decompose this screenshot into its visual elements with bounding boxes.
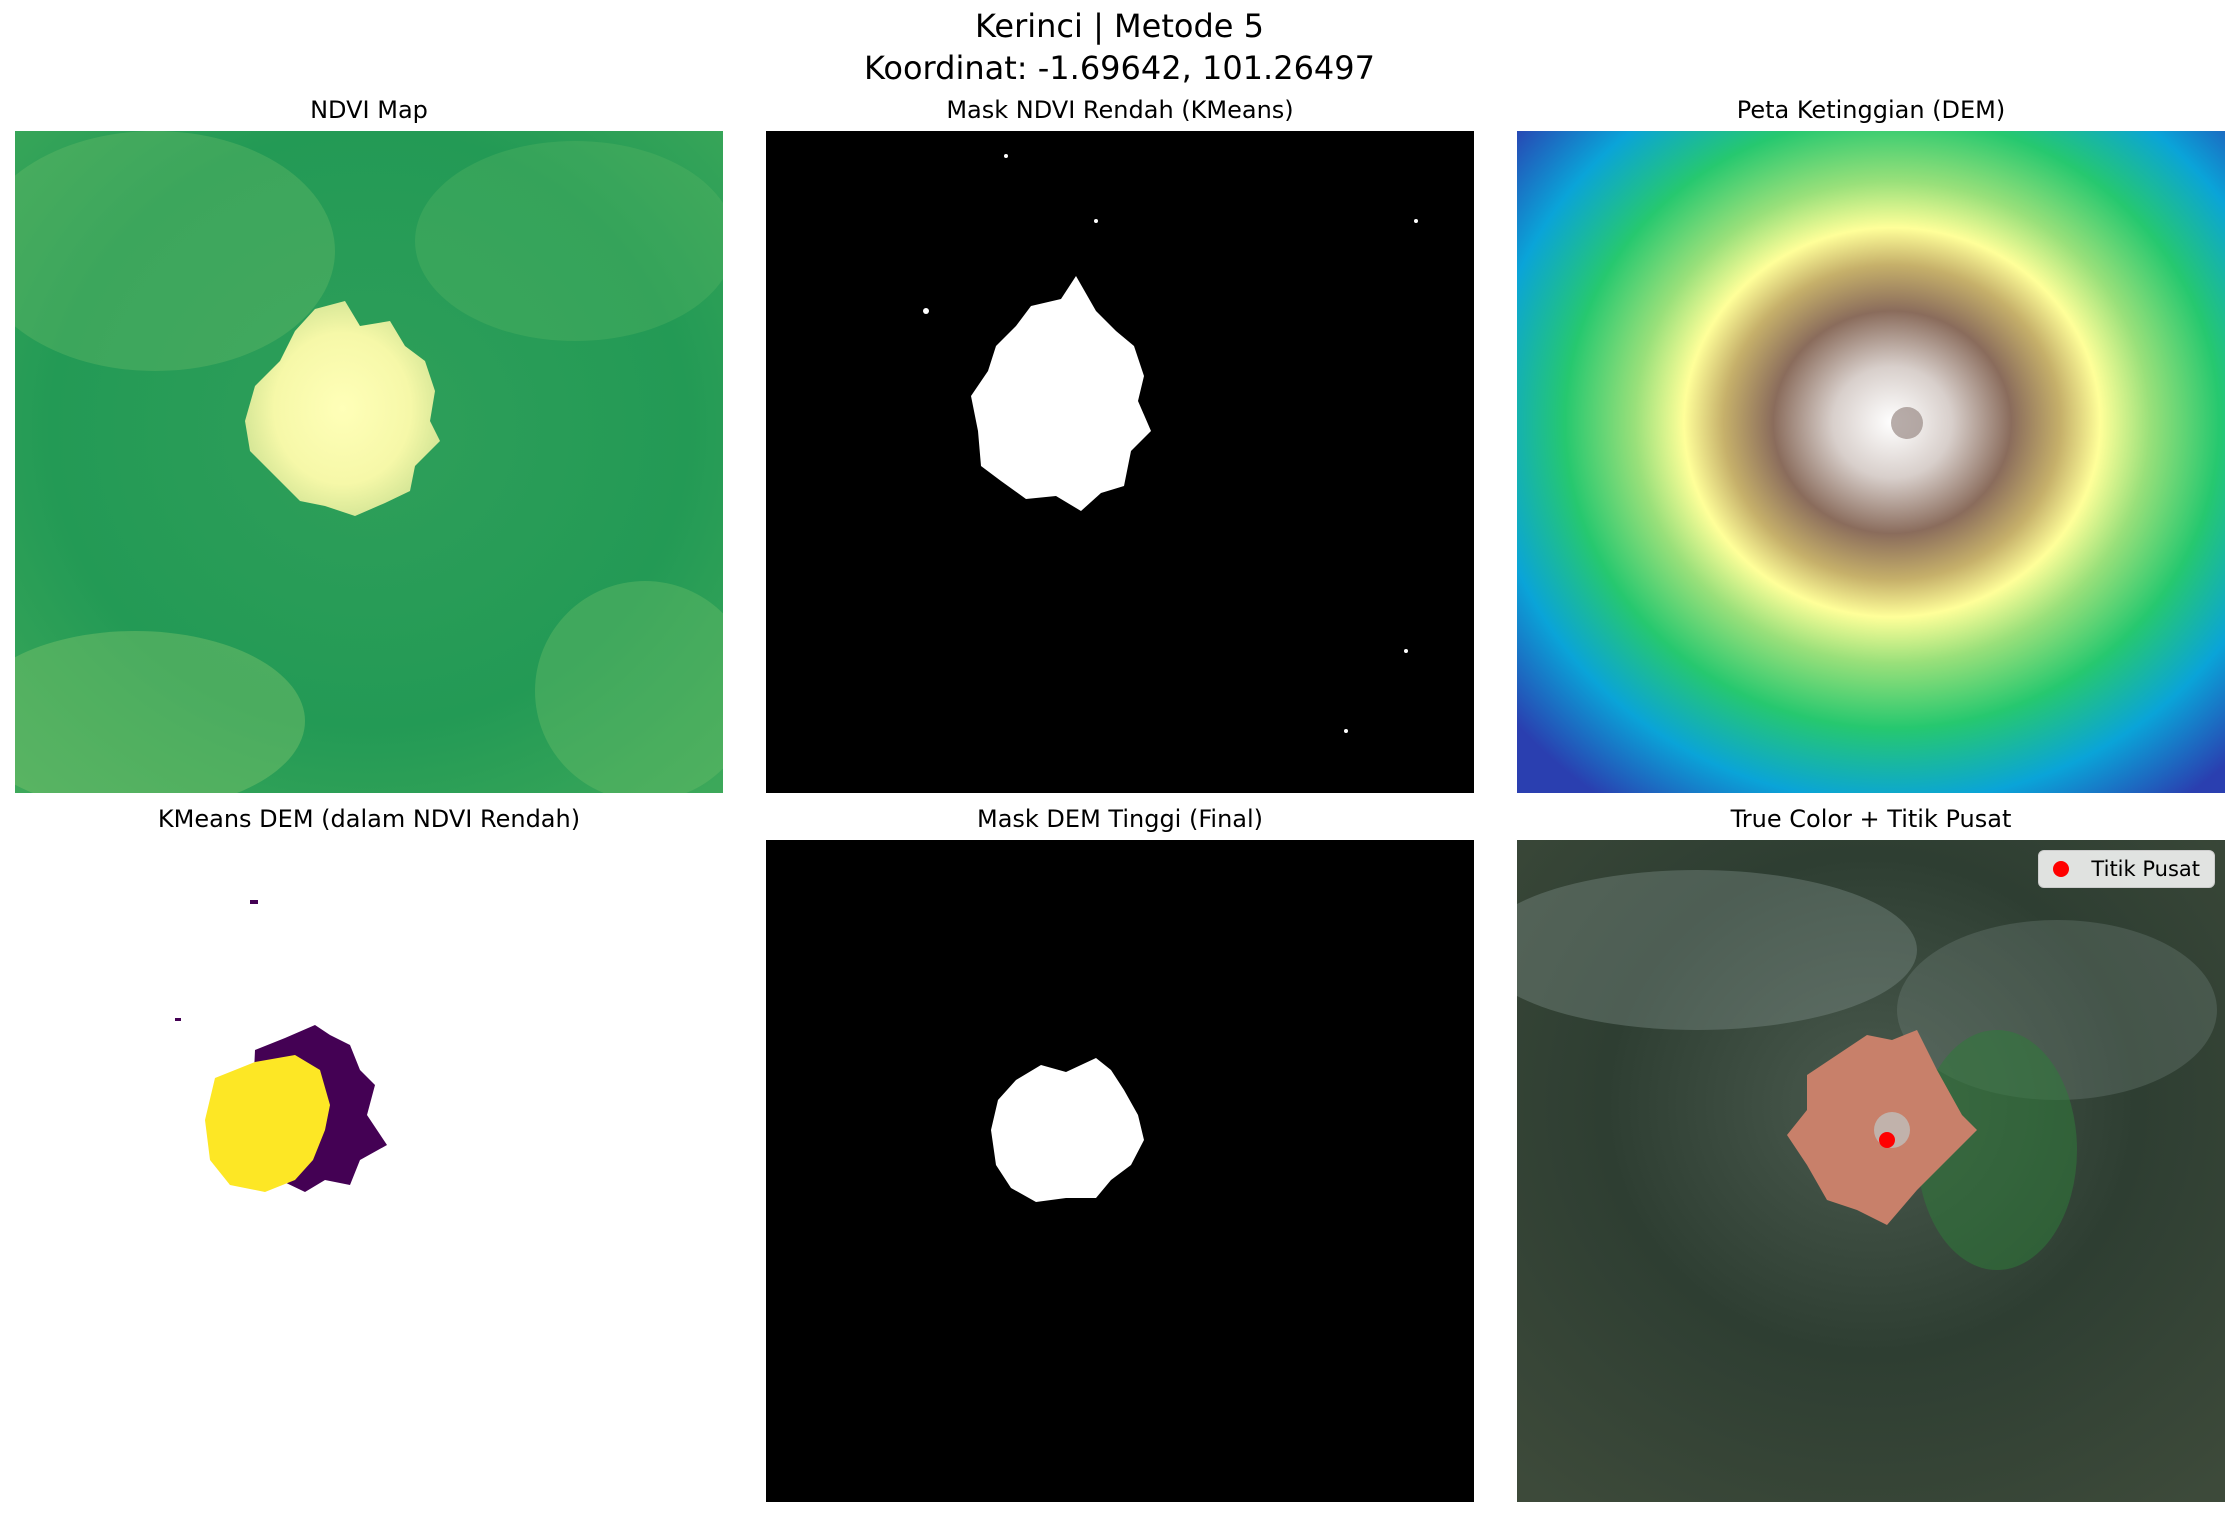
panel-title-dem: Peta Ketinggian (DEM) [1736,96,2006,124]
mask-ndvi-image [766,131,1474,793]
center-point-marker [1879,1132,1895,1148]
legend: Titik Pusat [2038,850,2215,888]
red-dot-icon [2053,861,2070,877]
panel-title-ndvi-map: NDVI Map [310,96,428,124]
ndvi-map-image [15,131,723,793]
panel-title-kmeans-dem: KMeans DEM (dalam NDVI Rendah) [157,805,581,833]
kmeans-dem-image [15,840,723,1502]
panel-title-true-color: True Color + Titik Pusat [1730,805,2012,833]
mask-dem-image [766,840,1474,1502]
panel-title-mask-ndvi: Mask NDVI Rendah (KMeans) [946,96,1294,124]
panel-title-mask-dem: Mask DEM Tinggi (Final) [976,805,1264,833]
dem-map-image [1517,131,2225,793]
legend-label: Titik Pusat [2091,857,2200,881]
kmeans-cluster-bright [205,1055,330,1192]
figure-title-line1: Kerinci | Metode 5 [975,7,1264,45]
mask-dem-blob [991,1058,1144,1202]
true-color-image: Titik Pusat [1517,840,2225,1502]
mask-ndvi-blob [971,276,1151,511]
ndvi-bright-spot [245,301,440,516]
figure-title-line2: Koordinat: -1.69642, 101.26497 [864,49,1375,87]
